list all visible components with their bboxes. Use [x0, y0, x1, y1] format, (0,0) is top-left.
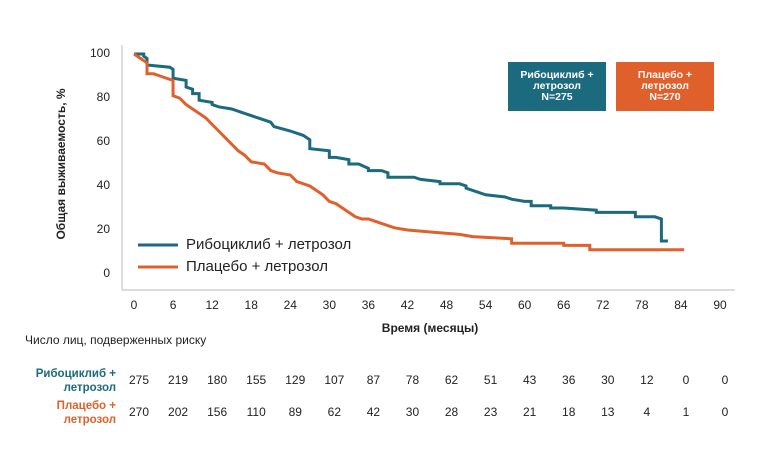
risk-count: 156 [207, 405, 227, 419]
x-tick-label: 24 [284, 298, 298, 312]
risk-count: 78 [406, 373, 420, 387]
risk-count: 43 [523, 373, 537, 387]
risk-count: 62 [328, 405, 342, 419]
risk-count: 30 [601, 373, 615, 387]
risk-count: 28 [445, 405, 459, 419]
x-tick-label: 54 [479, 298, 493, 312]
survival-line [134, 52, 668, 243]
y-tick-label: 0 [103, 266, 110, 280]
risk-count: 13 [601, 405, 615, 419]
risk-count: 62 [445, 373, 459, 387]
arm-box [616, 62, 714, 111]
y-axis-label: Общая выживаемость, % [54, 88, 68, 239]
legend-label: Плацебо + летрозол [186, 258, 328, 275]
risk-count: 1 [683, 405, 690, 419]
risk-row-label: летрозол [64, 382, 116, 394]
risk-row-label: Плацебо + [57, 400, 117, 412]
risk-table-title: Число лиц, подверженных риску [25, 333, 206, 347]
x-tick-label: 0 [131, 298, 138, 312]
x-tick-label: 42 [401, 298, 415, 312]
x-axis-label: Время (месяцы) [382, 321, 478, 335]
y-tick-label: 40 [97, 178, 111, 192]
x-tick-label: 48 [440, 298, 454, 312]
risk-count: 30 [406, 405, 420, 419]
risk-count: 275 [129, 373, 149, 387]
y-tick-label: 20 [97, 222, 111, 236]
legend-label: Рибоциклиб + летрозол [186, 236, 351, 253]
risk-count: 270 [129, 405, 149, 419]
x-tick-label: 72 [596, 298, 610, 312]
arm-box-text: N=275 [541, 91, 572, 103]
risk-count: 21 [523, 405, 537, 419]
risk-count: 18 [562, 405, 576, 419]
x-tick-label: 78 [635, 298, 649, 312]
risk-count: 202 [168, 405, 188, 419]
risk-count: 42 [367, 405, 381, 419]
x-tick-label: 18 [245, 298, 259, 312]
x-tick-label: 66 [557, 298, 571, 312]
risk-count: 36 [562, 373, 576, 387]
arm-box-text: Рибоциклиб + [520, 69, 593, 81]
x-tick-label: 36 [362, 298, 376, 312]
risk-count: 89 [289, 405, 303, 419]
arm-box-text: летрозол [533, 80, 581, 92]
x-tick-label: 90 [713, 298, 727, 312]
risk-count: 87 [367, 373, 381, 387]
arm-box-text: Плацебо + [638, 69, 692, 81]
x-tick-label: 6 [170, 298, 177, 312]
y-tick-label: 60 [97, 134, 111, 148]
risk-count: 180 [207, 373, 227, 387]
risk-count: 0 [722, 405, 729, 419]
risk-row-label: летрозол [64, 414, 116, 426]
arm-box-text: N=270 [649, 91, 680, 103]
risk-count: 0 [683, 373, 690, 387]
survival-line [133, 52, 685, 252]
risk-count: 219 [168, 373, 188, 387]
risk-count: 155 [246, 373, 266, 387]
x-tick-label: 84 [674, 298, 688, 312]
arm-box-text: летрозол [641, 80, 689, 92]
risk-count: 4 [644, 405, 651, 419]
risk-count: 107 [324, 373, 344, 387]
risk-count: 129 [285, 373, 305, 387]
risk-count: 51 [484, 373, 498, 387]
risk-count: 110 [247, 405, 266, 419]
risk-row-label: Рибоциклиб + [36, 368, 117, 380]
risk-count: 0 [722, 373, 729, 387]
risk-count: 12 [640, 373, 654, 387]
arm-box [508, 62, 606, 111]
y-tick-label: 100 [90, 46, 110, 60]
x-tick-label: 30 [323, 298, 337, 312]
risk-count: 23 [484, 405, 498, 419]
x-tick-label: 60 [518, 298, 532, 312]
x-tick-label: 12 [205, 298, 219, 312]
y-tick-label: 80 [97, 90, 111, 104]
